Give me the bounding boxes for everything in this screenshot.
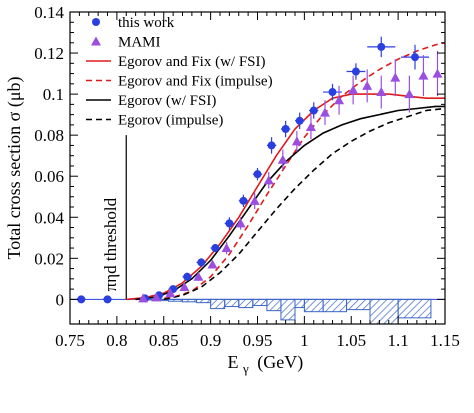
- y-tick-label: 0.12: [34, 44, 64, 63]
- data-point: [351, 67, 360, 76]
- series-line: [135, 105, 445, 301]
- y-tick-label: 0.14: [34, 3, 64, 22]
- x-tick-label: 0.75: [55, 331, 85, 350]
- data-point: [295, 116, 304, 125]
- systematic-bar: [294, 298, 305, 309]
- data-point: [183, 272, 192, 281]
- data-point: [411, 53, 419, 62]
- systematic-bar: [346, 298, 371, 311]
- systematic-bar: [196, 298, 212, 304]
- data-point: [334, 95, 345, 105]
- systematic-bar: [280, 298, 296, 321]
- systematic-bar: [397, 298, 432, 319]
- data-point: [221, 243, 232, 253]
- axes: 0.75 0.8 0.85 0.9 0.95 1 1.05 1.1 1.15 0 0.02 0.04 0…: [34, 3, 460, 350]
- y-tick-label: 0.1: [43, 85, 64, 104]
- systematic-bar: [238, 298, 254, 309]
- legend-label: MAMI: [118, 35, 161, 51]
- systematic-bar: [167, 298, 183, 302]
- data-point: [432, 68, 443, 78]
- data-point: [165, 288, 176, 298]
- data-point: [235, 218, 246, 228]
- data-point: [418, 70, 429, 80]
- series-line: [126, 93, 445, 301]
- y-tick-label: 0.08: [34, 126, 64, 145]
- x-tick-label: 0.8: [106, 331, 127, 350]
- systematic-bar: [252, 298, 268, 307]
- data-point: [390, 72, 401, 82]
- data-point: [376, 87, 387, 97]
- x-tick-label: 1.1: [388, 331, 409, 350]
- legend-label: Egorov and Fix (w/ FSI): [118, 54, 266, 70]
- y-tick-label: 0: [56, 290, 65, 309]
- systematic-bar: [224, 298, 240, 308]
- data-point: [277, 154, 288, 164]
- plot-area: [70, 36, 445, 324]
- series-line: [163, 107, 445, 301]
- data-point: [249, 195, 260, 205]
- x-axis-title-main: E: [228, 352, 239, 372]
- legend-label: Egorov (w/ FSI): [118, 93, 216, 109]
- legend-label: this work: [118, 15, 175, 31]
- data-point: [328, 88, 337, 97]
- data-point: [348, 85, 359, 94]
- data-point: [211, 244, 220, 253]
- x-tick-label: 1.15: [430, 331, 460, 350]
- threshold-label: πηd threshold: [101, 197, 120, 291]
- x-tick-label: 0.85: [149, 331, 179, 350]
- legend-marker: [92, 18, 100, 26]
- data-point: [239, 196, 248, 205]
- x-axis-title: E γ (GeV): [228, 352, 304, 377]
- data-point: [77, 295, 86, 304]
- y-tick-label: 0.02: [34, 249, 64, 268]
- systematic-bar: [266, 298, 282, 312]
- systematic-bar: [322, 298, 348, 313]
- legend-marker: [91, 36, 101, 46]
- data-point: [225, 219, 234, 228]
- data-point: [103, 295, 112, 304]
- data-point: [267, 141, 276, 150]
- legend-label: Egorov and Fix (impulse): [118, 74, 273, 90]
- x-tick-label: 1: [300, 331, 309, 350]
- data-point: [404, 89, 415, 99]
- x-tick-label: 1.05: [336, 331, 366, 350]
- data-point: [197, 258, 206, 267]
- legend-label: Egorov (impulse): [118, 113, 223, 129]
- data-point: [362, 80, 373, 90]
- data-point: [305, 121, 316, 131]
- data-point: [138, 293, 149, 303]
- systematic-bar: [303, 298, 324, 313]
- legend: this work MAMI Egorov and Fix (w/ FSI) Egor…: [86, 15, 273, 129]
- series-line: [154, 42, 445, 301]
- data-point: [309, 106, 318, 115]
- data-point: [320, 107, 330, 117]
- y-tick-label: 0.04: [34, 208, 64, 227]
- systematic-bar: [369, 298, 399, 324]
- x-axis-title-subscript: γ: [242, 361, 249, 376]
- x-tick-label: 0.9: [200, 331, 221, 350]
- x-tick-label: 0.95: [243, 331, 273, 350]
- data-point: [151, 292, 162, 302]
- y-axis-title: Total cross section σ (μb): [4, 76, 25, 259]
- data-point: [263, 175, 274, 185]
- systematic-bar: [182, 298, 198, 303]
- data-point: [377, 42, 386, 51]
- systematic-bar: [210, 298, 226, 310]
- y-tick-label: 0.06: [34, 167, 64, 186]
- data-point: [281, 125, 290, 133]
- data-point: [291, 136, 302, 146]
- data-point: [179, 282, 190, 292]
- data-point: [253, 170, 262, 179]
- data-point: [207, 259, 218, 269]
- data-point: [193, 271, 204, 281]
- x-axis-title-unit: (GeV): [257, 352, 303, 373]
